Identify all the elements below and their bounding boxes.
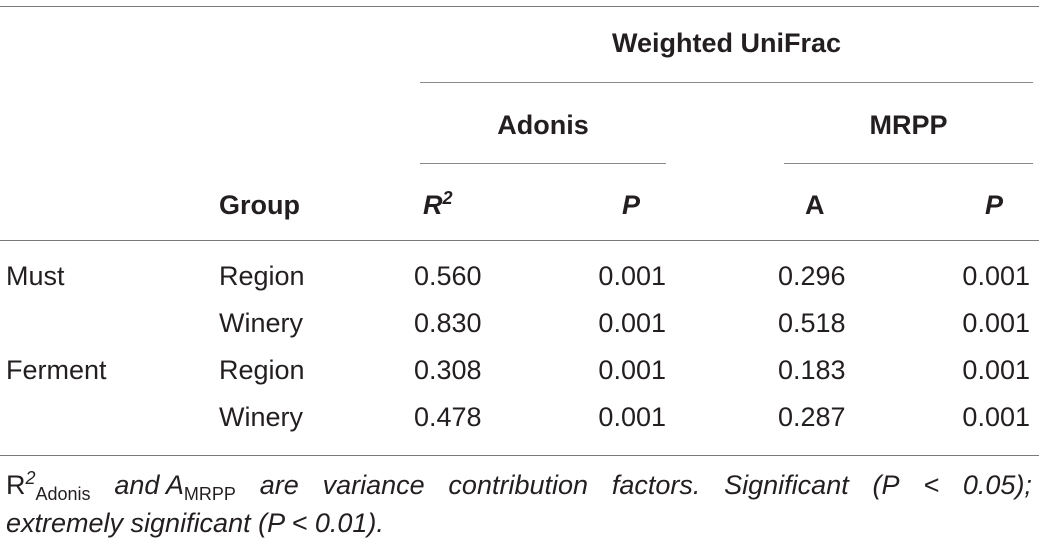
rule-under-mrpp bbox=[784, 163, 1033, 164]
cell-p-mrpp: 0.001 bbox=[962, 261, 1030, 291]
cell-p-adonis: 0.001 bbox=[598, 308, 666, 338]
footnote-r-sup: 2 bbox=[25, 468, 36, 488]
footnote-line-2: extremely significant (P < 0.01). bbox=[6, 508, 384, 538]
footnote-word: < bbox=[923, 470, 940, 500]
footnote-word: variance bbox=[322, 470, 425, 500]
cell-group: Region bbox=[219, 261, 305, 291]
footnote-word: factors. bbox=[611, 470, 701, 500]
table-top-rule bbox=[0, 6, 1039, 7]
cell-p-mrpp: 0.001 bbox=[962, 402, 1030, 432]
header-weighted-unifrac: Weighted UniFrac bbox=[611, 28, 842, 58]
rule-under-adonis bbox=[420, 163, 666, 164]
cell-sample: Must bbox=[6, 261, 65, 291]
cell-r2: 0.478 bbox=[414, 402, 482, 432]
cell-a: 0.296 bbox=[778, 261, 846, 291]
footnote-word: (P bbox=[872, 470, 900, 500]
cell-p-adonis: 0.001 bbox=[598, 402, 666, 432]
cell-r2: 0.308 bbox=[414, 355, 482, 385]
cell-a: 0.287 bbox=[778, 402, 846, 432]
footnote-r-sub: Adonis bbox=[35, 484, 91, 504]
header-r-sup: 2 bbox=[442, 188, 453, 208]
header-group: Group bbox=[219, 190, 300, 220]
footnote-a-mrpp: and AMRPP bbox=[114, 466, 236, 504]
header-r-squared: R2 bbox=[423, 189, 453, 221]
footnote-word: contribution bbox=[448, 470, 589, 500]
table-bottom-rule bbox=[0, 455, 1039, 456]
footnote-and-a: and A bbox=[114, 470, 184, 500]
cell-p-adonis: 0.001 bbox=[598, 355, 666, 385]
cell-group: Winery bbox=[219, 402, 304, 432]
rule-under-weighted-unifrac bbox=[420, 82, 1033, 83]
cell-p-adonis: 0.001 bbox=[598, 261, 666, 291]
cell-a: 0.183 bbox=[778, 355, 846, 385]
footnote-r2-adonis: R2Adonis bbox=[6, 466, 91, 504]
cell-p-mrpp: 0.001 bbox=[962, 308, 1030, 338]
footnote-word: Significant bbox=[724, 470, 849, 500]
table-footnote: R2Adonis and AMRPP are variance contribu… bbox=[6, 466, 1032, 542]
footnote-line-1: R2Adonis and AMRPP are variance contribu… bbox=[6, 466, 1032, 504]
cell-r2: 0.560 bbox=[414, 261, 482, 291]
header-adonis: Adonis bbox=[497, 110, 589, 140]
footnote-word: are bbox=[259, 470, 299, 500]
header-mrpp: MRPP bbox=[869, 110, 948, 140]
footnote-r-base: R bbox=[6, 470, 26, 500]
footnote-word: 0.05); bbox=[962, 470, 1032, 500]
header-r-base: R bbox=[423, 190, 443, 220]
cell-group: Winery bbox=[219, 308, 304, 338]
cell-p-mrpp: 0.001 bbox=[962, 355, 1030, 385]
header-a: A bbox=[805, 190, 825, 220]
header-body-rule bbox=[0, 240, 1039, 241]
header-p-mrpp: P bbox=[985, 190, 1004, 220]
footnote-a-sub: MRPP bbox=[183, 484, 236, 504]
cell-r2: 0.830 bbox=[414, 308, 482, 338]
cell-a: 0.518 bbox=[778, 308, 846, 338]
cell-group: Region bbox=[219, 355, 305, 385]
header-p-adonis: P bbox=[622, 190, 641, 220]
cell-sample: Ferment bbox=[6, 355, 107, 385]
